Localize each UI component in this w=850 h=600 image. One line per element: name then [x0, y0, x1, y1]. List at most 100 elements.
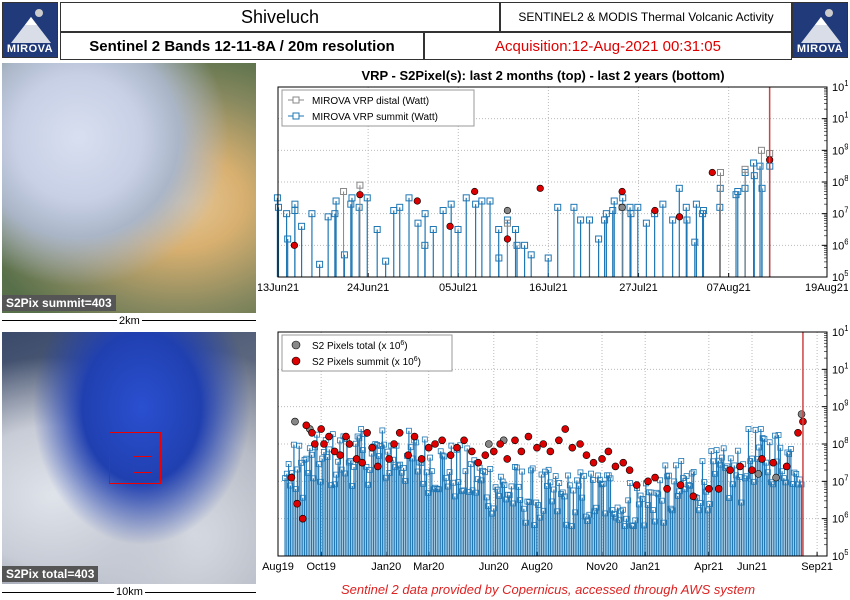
legend-marker	[291, 356, 301, 366]
vrp-summit-marker	[577, 469, 584, 476]
volcano-title-box: Shiveluch	[60, 2, 500, 32]
total-pixels-marker	[485, 440, 493, 448]
vrp-summit-marker	[340, 251, 348, 259]
vrp-summit-marker	[777, 444, 784, 451]
vrp-summit-marker	[570, 203, 578, 211]
vrp-summit-marker	[556, 480, 563, 486]
vrp-summit-marker	[480, 467, 487, 474]
vrp-summit-marker	[662, 462, 669, 469]
vrp-summit-marker	[591, 508, 598, 515]
vrp-summit-marker	[788, 446, 794, 452]
vrp-summit-marker	[627, 480, 633, 486]
acquisition-box: Acquisition:12-Aug-2021 00:31:05	[424, 32, 792, 60]
vrp-summit-marker	[355, 203, 363, 211]
vrp-summit-marker	[519, 468, 525, 475]
vrp-summit-marker	[547, 479, 554, 486]
summit-pixels-marker	[424, 443, 433, 452]
vrp-summit-marker	[621, 523, 628, 530]
vrp-summit-marker	[512, 226, 520, 233]
x-tick-label: 16Jul21	[529, 282, 568, 294]
vrp-summit-marker	[565, 472, 571, 479]
vrp-summit-marker	[384, 448, 391, 455]
vrp-summit-marker	[575, 482, 582, 489]
credit-text: Sentinel 2 data provided by Copernicus, …	[340, 582, 756, 597]
summit-pixels-marker	[368, 443, 376, 452]
summit-pixels-marker	[611, 462, 620, 471]
vrp-summit-marker	[743, 473, 750, 480]
vrp-summit-marker	[588, 470, 594, 477]
summit-pixels-marker	[794, 428, 802, 437]
summit-pixels-marker	[385, 455, 393, 463]
summit-pixels-marker	[598, 455, 606, 463]
vrp-summit-marker	[315, 461, 322, 468]
summit-pixels-marker	[748, 466, 756, 474]
vrp-summit-marker	[478, 197, 486, 205]
volcano-icon	[11, 9, 51, 43]
vrp-summit-marker	[628, 522, 635, 529]
vrp-distal-marker	[741, 165, 749, 173]
summit-pixels-marker	[582, 451, 591, 460]
summit-pixels-marker	[689, 492, 698, 501]
vrp-summit-marker	[400, 464, 407, 471]
summit-pixels-marker	[330, 447, 339, 456]
vrp-summit-marker	[682, 203, 690, 211]
vrp-summit-marker	[618, 508, 625, 515]
vrp-distal-marker	[340, 188, 348, 195]
summit-pixels-marker	[758, 455, 766, 463]
x-tick-label: Jun20	[479, 561, 509, 573]
vrp-summit-marker	[345, 459, 352, 466]
summit-pixels-marker	[342, 432, 350, 441]
vrp-summit-marker	[784, 449, 791, 456]
overview-scale-label: 10km	[114, 586, 145, 598]
vrp-summit-marker	[765, 469, 771, 476]
summit-box-inner	[133, 456, 152, 473]
vrp-summit-marker	[579, 494, 586, 501]
vrp-summit-marker	[333, 471, 340, 478]
vrp-summit-marker	[627, 210, 635, 218]
vrp-summit-marker	[462, 468, 469, 475]
vrp-summit-marker	[542, 468, 548, 475]
vrp-summit-marker	[407, 444, 414, 451]
vrp-summit-marker	[420, 480, 426, 487]
vrp-summit-marker	[324, 213, 332, 221]
y-tick-label: 106	[832, 511, 848, 526]
vrp-summit-marker	[674, 492, 681, 499]
vrp-summit-marker	[522, 519, 529, 526]
summit-pixels-marker	[413, 197, 421, 205]
vrp-summit-marker	[414, 219, 422, 227]
summit-pixels-marker	[769, 458, 778, 467]
vrp-summit-marker	[552, 473, 559, 480]
summit-pixels-marker	[632, 481, 641, 489]
summit-pixels-marker	[317, 425, 325, 433]
legend-label: MIROVA VRP summit (Watt)	[312, 112, 438, 123]
vrp-summit-marker	[367, 467, 373, 473]
vrp-summit-marker	[637, 492, 644, 499]
summit-pix-label: S2Pix summit=403	[2, 295, 116, 311]
vrp-summit-marker	[641, 522, 648, 529]
summit-pixels-marker	[453, 443, 461, 452]
summit-pixels-marker	[708, 168, 716, 177]
vrp-summit-marker	[375, 453, 382, 459]
vrp-summit-marker	[772, 432, 778, 439]
vrp-summit-marker	[568, 523, 575, 530]
vrp-summit-marker	[421, 210, 429, 218]
vrp-summit-marker	[750, 478, 757, 485]
vrp-summit-marker	[758, 184, 766, 192]
vrp-summit-marker	[678, 458, 685, 464]
vrp-summit-marker	[597, 477, 603, 483]
vrp-summit-marker	[437, 448, 444, 455]
vrp-distal-marker	[503, 219, 511, 227]
summit-pixels-marker	[410, 432, 419, 441]
vrp-summit-marker	[750, 172, 758, 180]
vrp-summit-marker	[625, 497, 632, 504]
vrp-summit-marker	[521, 241, 529, 249]
y-tick-label: 105	[832, 548, 848, 563]
product-title-box: SENTINEL2 & MODIS Thermal Volcanic Activ…	[500, 2, 792, 32]
vrp-summit-marker	[658, 497, 665, 504]
vrp-summit-marker	[697, 500, 704, 506]
y-tick-label: 1010	[832, 111, 848, 126]
summit-pixels-marker	[336, 451, 345, 460]
vrp-summit-marker	[490, 505, 497, 512]
acquisition-text: Acquisition:12-Aug-2021 00:31:05	[495, 37, 721, 55]
